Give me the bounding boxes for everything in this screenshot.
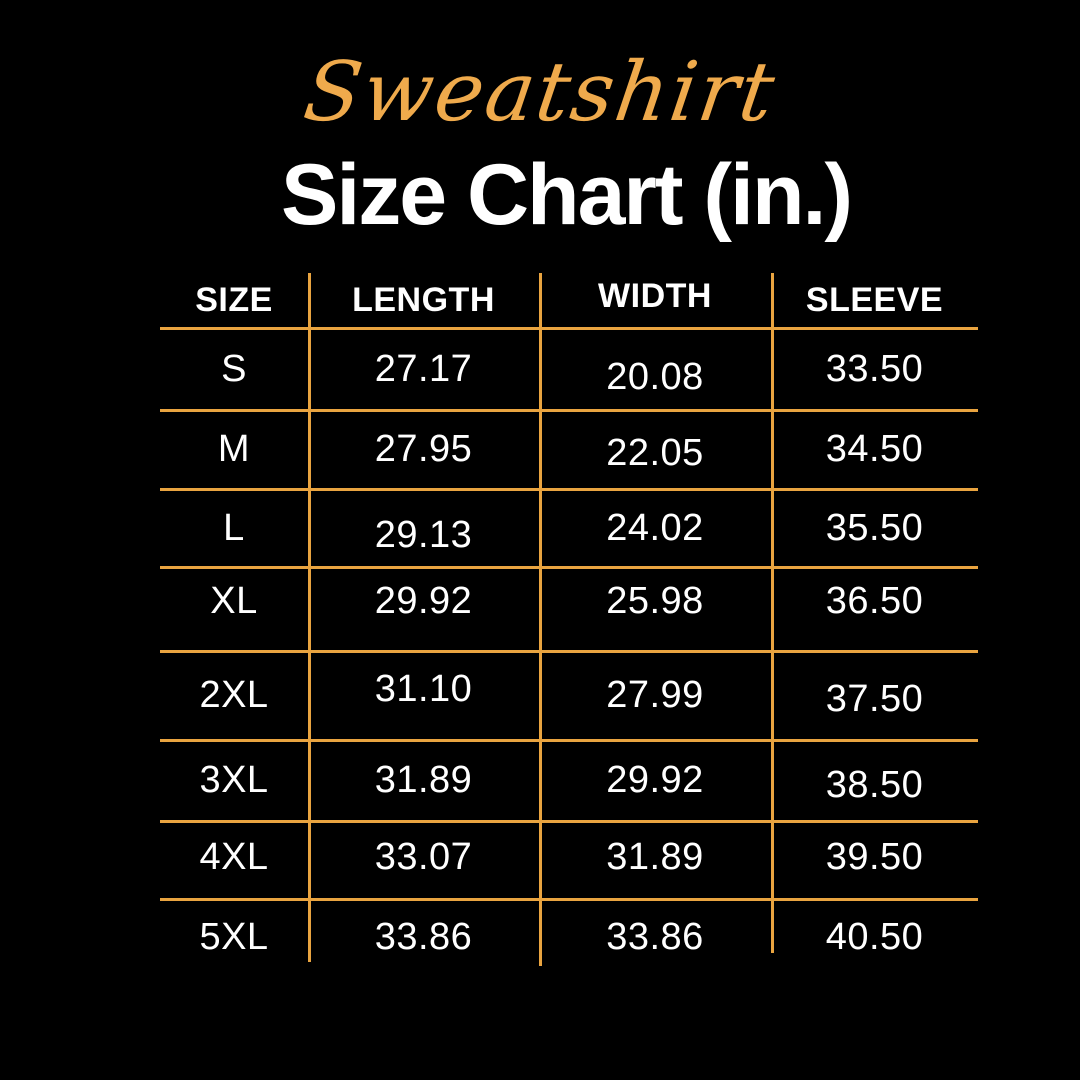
grid-hline-8 <box>160 898 978 901</box>
length-value: 31.10 <box>374 668 473 710</box>
grid-hline-3 <box>160 488 978 491</box>
length-value: 29.92 <box>374 579 473 622</box>
grid-hline-1 <box>160 327 978 330</box>
width-value: 31.89 <box>606 835 704 878</box>
width-value: 33.86 <box>606 915 704 958</box>
column-header-length: LENGTH <box>352 281 495 319</box>
grid-hline-7 <box>160 820 978 823</box>
size-label: XL <box>210 579 258 622</box>
size-label: 3XL <box>199 759 269 801</box>
size-label: L <box>223 506 245 549</box>
grid-hline-4 <box>160 566 978 569</box>
sleeve-value: 38.50 <box>825 764 924 806</box>
sleeve-value: 37.50 <box>825 678 924 720</box>
script-subtitle: Sweatshirt <box>298 45 782 140</box>
size-table: SIZE LENGTH WIDTH SLEEVE S 27.17 20.08 33.50 M 27… <box>160 273 978 975</box>
column-header-size: SIZE <box>195 281 273 319</box>
grid-vline-2 <box>539 273 542 966</box>
column-header-sleeve: SLEEVE <box>805 281 944 319</box>
sleeve-value: 35.50 <box>825 506 924 549</box>
width-value: 24.02 <box>606 506 704 549</box>
width-value: 29.92 <box>606 759 704 801</box>
length-value: 33.07 <box>374 835 473 878</box>
length-value: 33.86 <box>374 915 473 958</box>
grid-hline-2 <box>160 409 978 412</box>
size-label: 4XL <box>199 835 269 878</box>
sleeve-value: 39.50 <box>825 835 924 878</box>
size-label: M <box>217 428 251 470</box>
sleeve-value: 36.50 <box>825 579 924 622</box>
column-header-width: WIDTH <box>598 277 712 315</box>
sleeve-value: 34.50 <box>825 428 924 470</box>
length-value: 31.89 <box>374 759 473 801</box>
size-label: S <box>221 347 247 390</box>
grid-vline-1 <box>308 273 311 962</box>
width-value: 22.05 <box>606 432 704 474</box>
size-label: 2XL <box>199 674 269 716</box>
width-value: 20.08 <box>606 355 704 398</box>
grid-hline-6 <box>160 739 978 742</box>
width-value: 25.98 <box>606 579 704 622</box>
width-value: 27.99 <box>606 674 704 716</box>
sleeve-value: 33.50 <box>825 347 924 390</box>
grid-hline-5 <box>160 650 978 653</box>
sleeve-value: 40.50 <box>825 915 924 958</box>
length-value: 29.13 <box>374 513 473 556</box>
grid-vline-3 <box>771 273 774 953</box>
length-value: 27.17 <box>374 347 473 390</box>
page-title: Size Chart (in.) <box>280 147 853 243</box>
length-value: 27.95 <box>374 428 473 470</box>
size-label: 5XL <box>199 915 269 958</box>
